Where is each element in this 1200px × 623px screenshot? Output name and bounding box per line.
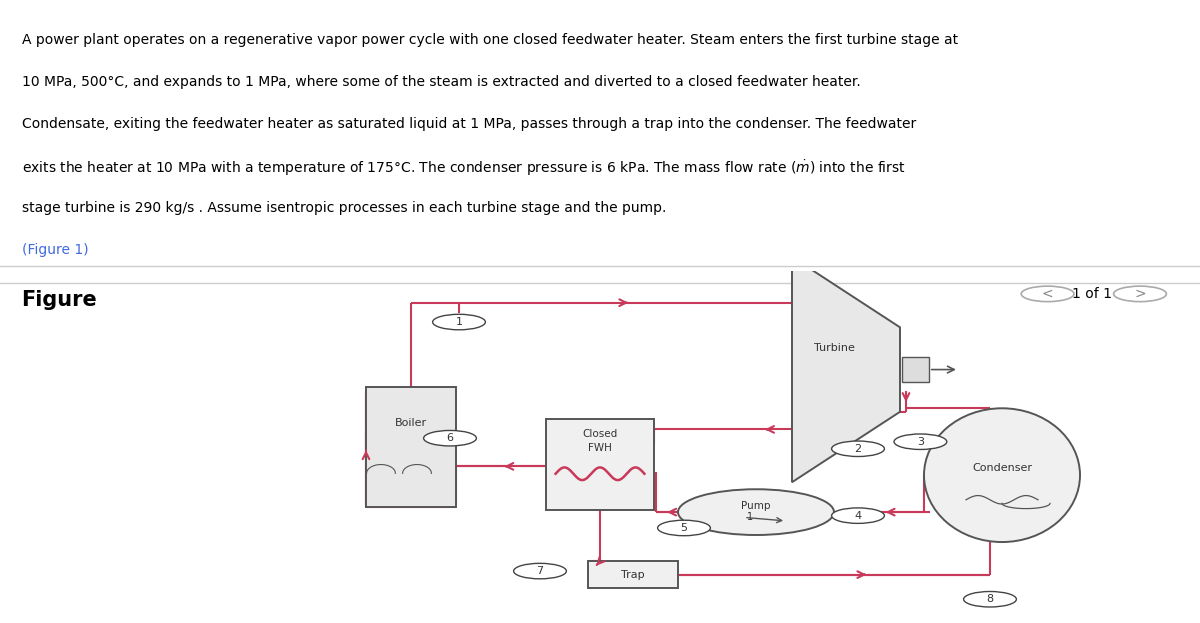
Text: 4: 4 — [854, 511, 862, 521]
Circle shape — [894, 434, 947, 449]
Text: 3: 3 — [917, 437, 924, 447]
Text: 7: 7 — [536, 566, 544, 576]
Circle shape — [432, 314, 485, 330]
FancyBboxPatch shape — [588, 561, 678, 588]
Text: 5: 5 — [680, 523, 688, 533]
Ellipse shape — [924, 408, 1080, 542]
FancyBboxPatch shape — [902, 357, 929, 382]
Circle shape — [514, 563, 566, 579]
Text: Condenser: Condenser — [972, 463, 1032, 473]
Text: Turbine: Turbine — [814, 343, 854, 353]
Text: (Figure 1): (Figure 1) — [22, 242, 89, 257]
Text: stage turbine is 290 kg/s . Assume isentropic processes in each turbine stage an: stage turbine is 290 kg/s . Assume isent… — [22, 201, 666, 214]
Circle shape — [658, 520, 710, 536]
Text: FWH: FWH — [588, 443, 612, 453]
Circle shape — [678, 489, 834, 535]
Circle shape — [832, 441, 884, 457]
Text: 1 of 1: 1 of 1 — [1072, 287, 1112, 301]
Text: Boiler: Boiler — [395, 418, 427, 428]
Text: 10 MPa, 500°C, and expands to 1 MPa, where some of the steam is extracted and di: 10 MPa, 500°C, and expands to 1 MPa, whe… — [22, 75, 860, 88]
Circle shape — [424, 430, 476, 446]
Text: <: < — [1042, 287, 1054, 301]
Text: exits the heater at 10 MPa with a temperature of 175°C. The condenser pressure i: exits the heater at 10 MPa with a temper… — [22, 158, 906, 178]
Text: >: > — [1134, 287, 1146, 301]
Text: Trap: Trap — [622, 569, 644, 579]
Text: 6: 6 — [446, 433, 454, 443]
Text: Condensate, exiting the feedwater heater as saturated liquid at 1 MPa, passes th: Condensate, exiting the feedwater heater… — [22, 117, 916, 131]
Text: Closed: Closed — [582, 429, 618, 439]
Text: 1: 1 — [746, 512, 754, 522]
Text: A power plant operates on a regenerative vapor power cycle with one closed feedw: A power plant operates on a regenerative… — [22, 32, 958, 47]
Text: Pump: Pump — [742, 501, 770, 511]
Text: Figure: Figure — [22, 290, 97, 310]
Polygon shape — [792, 257, 900, 482]
Circle shape — [964, 591, 1016, 607]
Text: 2: 2 — [854, 444, 862, 454]
FancyBboxPatch shape — [366, 387, 456, 507]
Text: 1: 1 — [456, 317, 462, 327]
Circle shape — [832, 508, 884, 523]
FancyBboxPatch shape — [546, 419, 654, 510]
Text: 8: 8 — [986, 594, 994, 604]
